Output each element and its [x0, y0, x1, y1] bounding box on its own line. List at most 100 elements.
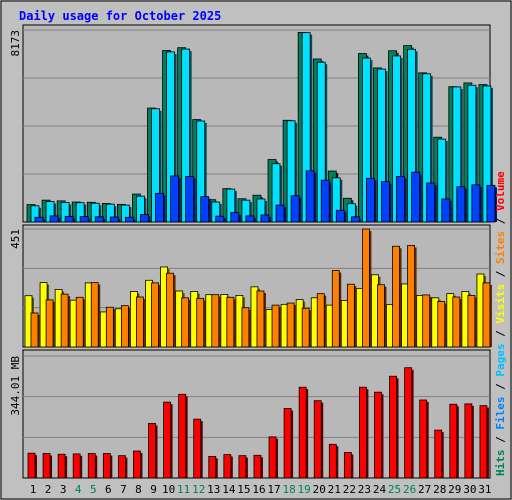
x-tick-label-day-14: 14 [222, 483, 236, 496]
x-tick-label-day-15: 15 [237, 483, 250, 496]
legend-entry-hits: Hits [494, 450, 507, 477]
pages-bar-day-2 [49, 215, 59, 223]
pages-bar-day-26 [411, 171, 421, 223]
legend-entry-pages: Pages [494, 344, 507, 377]
x-tick-label-day-11: 11 [177, 483, 190, 496]
volume-bar-day-25 [389, 375, 397, 479]
legend-separator: / [494, 264, 507, 284]
sites-bar-day-4 [75, 296, 84, 348]
x-tick-label-day-2: 2 [45, 483, 52, 496]
volume-bar-day-31 [479, 405, 488, 479]
pages-bar-day-1 [34, 216, 44, 223]
pages-bar-day-31 [486, 184, 496, 223]
sites-bar-day-2 [45, 299, 54, 348]
sites-bar-day-11 [181, 297, 190, 348]
sites-bar-day-16 [256, 290, 265, 348]
volume-bar-day-3 [57, 453, 66, 479]
volume-bar-day-12 [193, 418, 202, 479]
chart-title: Daily usage for October 2025 [19, 9, 221, 23]
sites-bar-day-13 [211, 294, 220, 348]
legend-entry-volume: Volume [494, 171, 507, 211]
x-tick-label-day-19: 19 [298, 483, 311, 496]
volume-bar-day-20 [313, 400, 322, 479]
x-tick-label-day-18: 18 [282, 483, 295, 496]
pages-bar-day-6 [109, 216, 119, 223]
sites-bar-day-25 [392, 245, 400, 348]
x-tick-label-day-20: 20 [313, 483, 326, 496]
pages-bar-day-30 [471, 184, 481, 223]
x-tick-label-day-25: 25 [388, 483, 401, 496]
x-tick-label-day-10: 10 [162, 483, 175, 496]
pages-bar-day-12 [200, 196, 210, 223]
sites-bar-day-8 [136, 296, 144, 348]
volume-bar-day-7 [117, 455, 126, 479]
x-tick-label-day-13: 13 [207, 483, 220, 496]
sites-bar-day-5 [90, 282, 99, 348]
pages-bar-day-14 [230, 212, 240, 223]
volume-bar-day-10 [163, 401, 171, 479]
legend-entry-visits: Visits [494, 284, 507, 324]
volume-bar-day-28 [434, 429, 443, 479]
x-tick-label-day-26: 26 [403, 483, 416, 496]
x-tick-label-day-23: 23 [358, 483, 371, 496]
pages-bar-day-18 [290, 195, 300, 223]
sites-bar-day-30 [467, 295, 476, 348]
volume-bar-day-26 [404, 367, 413, 479]
legend-separator: / [494, 377, 507, 397]
x-tick-label-day-29: 29 [448, 483, 461, 496]
hits-ymax-label: 8173 [9, 30, 22, 57]
sites-bar-day-31 [482, 282, 491, 348]
pages-bar-day-10 [170, 175, 179, 223]
legend-separator: / [494, 430, 507, 450]
x-tick-label-day-16: 16 [252, 483, 265, 496]
pages-bar-day-20 [320, 179, 330, 223]
x-tick-label-day-5: 5 [90, 483, 97, 496]
sites-bar-day-10 [166, 272, 174, 348]
sites-bar-day-12 [196, 297, 205, 348]
x-tick-label-day-17: 17 [267, 483, 280, 496]
sites-bar-day-24 [377, 284, 385, 348]
sites-bar-day-7 [120, 305, 129, 348]
x-tick-label-day-3: 3 [60, 483, 67, 496]
volume-bar-day-5 [87, 453, 96, 479]
visits-ymax-label: 451 [9, 229, 22, 249]
sites-bar-day-26 [407, 245, 416, 348]
volume-bar-day-11 [178, 393, 187, 479]
volume-bar-day-8 [133, 450, 141, 479]
sites-bar-day-29 [452, 296, 461, 348]
sites-bar-day-23 [362, 228, 370, 348]
volume-bar-day-6 [102, 453, 111, 479]
x-tick-label-day-12: 12 [192, 483, 205, 496]
pages-bar-day-17 [275, 204, 285, 223]
x-tick-label-day-24: 24 [373, 483, 387, 496]
x-tick-label-day-1: 1 [30, 483, 37, 496]
x-tick-label-day-8: 8 [135, 483, 142, 496]
volume-bar-day-4 [72, 453, 81, 479]
pages-bar-day-27 [426, 182, 436, 223]
legend-separator: / [494, 211, 507, 231]
volume-bar-day-23 [359, 386, 367, 479]
x-tick-label-day-7: 7 [120, 483, 127, 496]
pages-bar-day-15 [245, 215, 255, 223]
volume-bar-day-9 [148, 422, 156, 479]
sites-bar-day-17 [271, 304, 280, 348]
sites-bar-day-9 [151, 282, 159, 348]
pages-bar-day-11 [185, 176, 195, 223]
volume-bar-day-24 [374, 391, 382, 479]
legend-separator: / [494, 324, 507, 344]
pages-bar-day-13 [215, 215, 225, 223]
legend-entry-sites: Sites [494, 231, 507, 264]
volume-bar-day-1 [27, 452, 36, 479]
pages-bar-day-28 [441, 198, 451, 223]
volume-bar-day-15 [238, 455, 247, 479]
pages-bar-day-21 [335, 209, 345, 223]
volume-ymax-label: 344.01 MB [9, 356, 22, 416]
volume-bar-day-14 [223, 454, 232, 479]
x-tick-label-day-22: 22 [343, 483, 356, 496]
pages-bar-day-9 [155, 192, 164, 223]
pages-bar-day-24 [381, 181, 390, 223]
pages-bar-day-3 [64, 215, 74, 223]
